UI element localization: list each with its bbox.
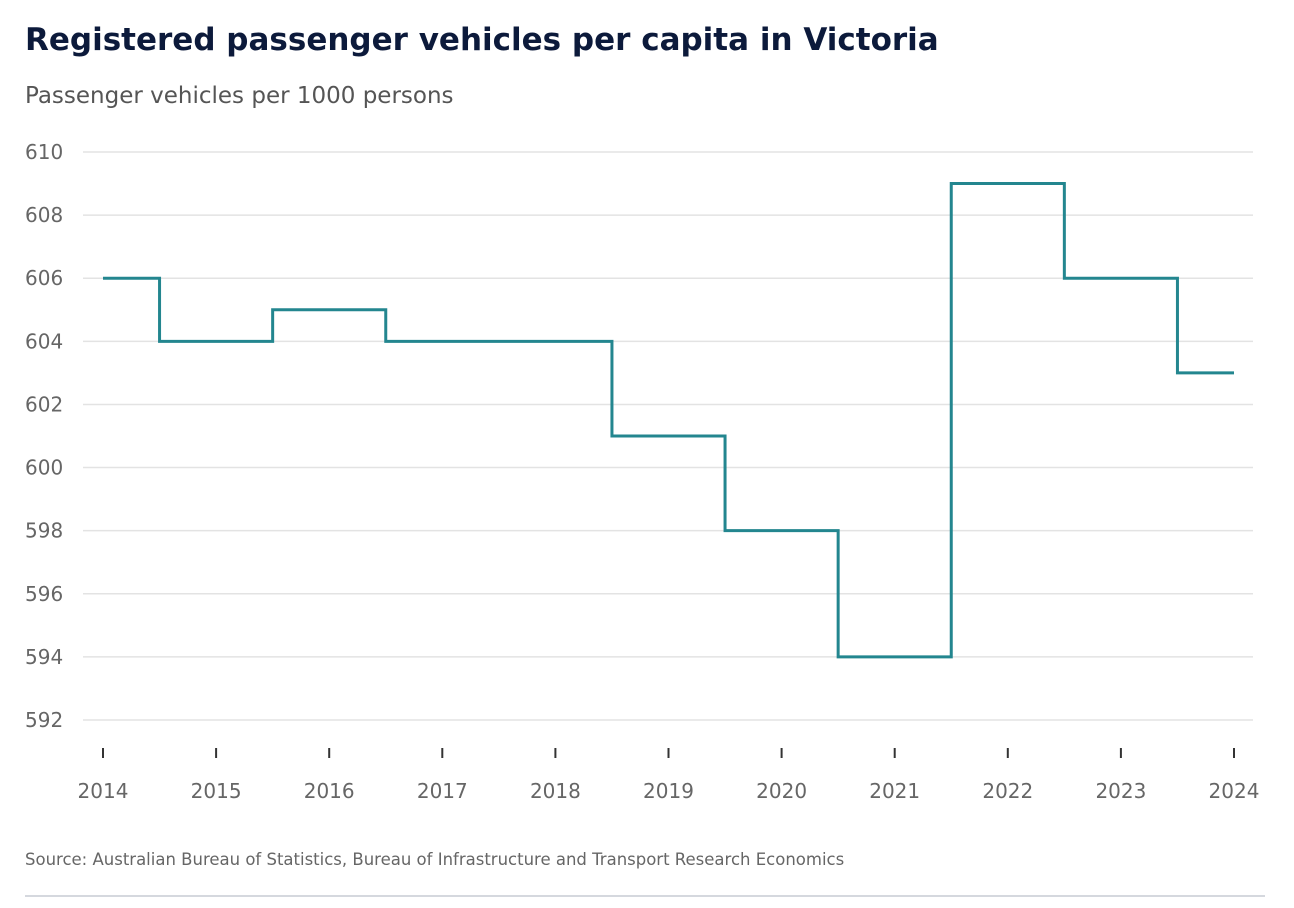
y-tick-label: 606 [25, 266, 63, 290]
y-tick-label: 600 [25, 456, 63, 480]
y-tick-label: 596 [25, 582, 63, 606]
x-tick-label: 2015 [191, 779, 242, 803]
x-tick-label: 2024 [1209, 779, 1260, 803]
y-tick-label: 594 [25, 645, 63, 669]
y-tick-label: 592 [25, 708, 63, 732]
x-tick-label: 2019 [643, 779, 694, 803]
x-tick-label: 2017 [417, 779, 468, 803]
x-tick-label: 2022 [982, 779, 1033, 803]
y-tick-label: 598 [25, 519, 63, 543]
x-tick-label: 2020 [756, 779, 807, 803]
x-tick-label: 2014 [78, 779, 129, 803]
source-note: Source: Australian Bureau of Statistics,… [25, 850, 844, 869]
y-tick-label: 604 [25, 329, 63, 353]
x-tick-label: 2023 [1095, 779, 1146, 803]
series [103, 182, 1234, 659]
chart-subtitle: Passenger vehicles per 1000 persons [25, 83, 454, 109]
x-tick-label: 2018 [530, 779, 581, 803]
y-tick-label: 610 [25, 140, 63, 164]
y-axis: 610 608 606 604 602 600 598 596 594 592 [25, 140, 63, 732]
y-tick-label: 602 [25, 392, 63, 416]
y-tick-label: 608 [25, 203, 63, 227]
chart-title: Registered passenger vehicles per capita… [25, 22, 939, 58]
series-line [103, 182, 1234, 659]
x-tick-label: 2016 [304, 779, 355, 803]
x-tick-label: 2021 [869, 779, 920, 803]
x-axis: 2014 2015 2016 2017 2018 2019 2020 2021 2022 2023… [78, 748, 1260, 803]
gridlines [83, 151, 1253, 721]
